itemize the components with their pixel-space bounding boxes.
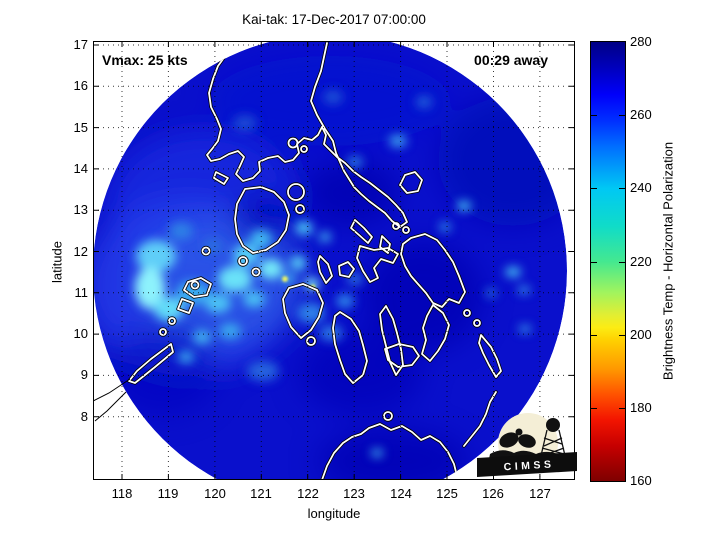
colorbar-tick-mark: [591, 188, 597, 189]
colorbar-tick-mark: [619, 188, 625, 189]
axis-ticks: [93, 41, 575, 480]
logo-text: CIMSS: [503, 458, 554, 473]
colorbar-tick: 280: [630, 34, 652, 49]
map-plot-area: [93, 41, 575, 480]
colorbar-tick-mark: [591, 408, 597, 409]
x-tick: 125: [436, 486, 458, 501]
colorbar: [590, 41, 626, 482]
y-tick: 9: [80, 367, 88, 382]
colorbar-tick-mark: [619, 408, 625, 409]
colorbar-tick-mark: [591, 262, 597, 263]
x-tick: 119: [157, 486, 179, 501]
x-tick: 121: [250, 486, 272, 501]
y-tick: 15: [73, 120, 88, 135]
x-tick: 127: [529, 486, 551, 501]
colorbar-tick: 160: [630, 473, 652, 488]
y-tick: 8: [80, 409, 88, 424]
y-tick: 10: [73, 326, 88, 341]
coastline-outside-swath: [93, 378, 131, 422]
colorbar-tick-mark: [591, 335, 597, 336]
x-tick: 122: [297, 486, 319, 501]
vmax-annotation: Vmax: 25 kts: [102, 52, 188, 68]
colorbar-tick: 220: [630, 254, 652, 269]
brightness-temp-map: [93, 41, 575, 480]
x-axis-label: longitude: [307, 506, 361, 521]
colorbar-tick-mark: [619, 115, 625, 116]
colorbar-tick-mark: [619, 262, 625, 263]
y-tick: 12: [73, 244, 88, 259]
x-tick: 123: [343, 486, 365, 501]
x-tick: 126: [482, 486, 504, 501]
colorbar-tick-mark: [619, 335, 625, 336]
x-tick: 120: [204, 486, 226, 501]
satellite-swath: [93, 41, 567, 480]
colorbar-tick-mark: [591, 115, 597, 116]
logo-banner: [477, 452, 577, 477]
y-tick: 14: [73, 161, 88, 176]
cimss-logo: CIMSS: [476, 410, 578, 480]
time-offset-annotation: 00:29 away: [474, 52, 548, 68]
plot-title: Kai-tak: 17-Dec-2017 07:00:00: [242, 12, 426, 27]
colorbar-tick: 260: [630, 107, 652, 122]
x-tick: 124: [390, 486, 412, 501]
plot-border: [93, 41, 575, 480]
colorbar-tick: 200: [630, 327, 652, 342]
y-tick: 16: [73, 78, 88, 93]
colorbar-tick: 240: [630, 180, 652, 195]
x-tick: 118: [111, 486, 133, 501]
grid-lines: [93, 41, 575, 480]
y-tick: 13: [73, 202, 88, 217]
water-tower-icon: [539, 418, 567, 461]
colorbar-tick: 180: [630, 400, 652, 415]
y-tick: 11: [74, 285, 89, 300]
convective-cells: [135, 90, 531, 457]
y-tick: 17: [73, 37, 88, 52]
